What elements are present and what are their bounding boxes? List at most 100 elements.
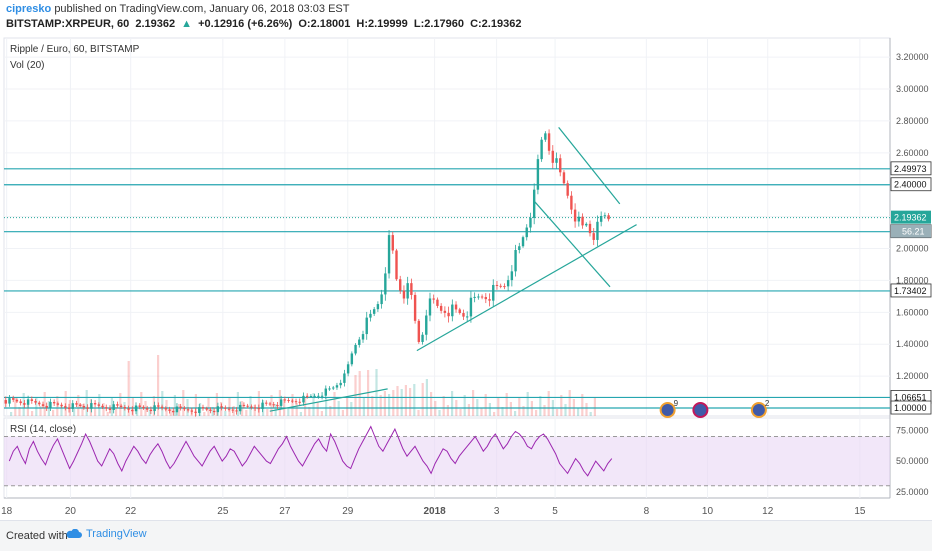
volume-bar	[413, 384, 416, 416]
candle-body	[514, 250, 517, 272]
candle-body	[376, 304, 380, 310]
candle-body	[60, 404, 63, 407]
level-label-box	[890, 177, 932, 192]
volume-bar	[325, 397, 328, 416]
candle-body	[313, 395, 316, 397]
volume-bar	[299, 412, 302, 416]
volume-bar	[127, 361, 130, 416]
volume-bar	[232, 406, 235, 416]
x-tick-label: 25	[217, 506, 229, 517]
candle-body	[454, 304, 458, 310]
candle-body	[399, 279, 402, 291]
candle-body	[607, 215, 610, 220]
volume-bar	[442, 396, 445, 416]
volume-bar	[459, 409, 462, 416]
candle-body	[67, 407, 71, 409]
candle-body	[428, 298, 432, 316]
volume-bar	[484, 394, 487, 416]
volume-bar	[438, 410, 441, 416]
volume-bar	[194, 394, 197, 416]
event-icon	[692, 402, 709, 418]
candle-body	[235, 410, 238, 412]
volume-bar	[547, 391, 550, 416]
volume-bar	[182, 390, 185, 416]
volume-bar	[543, 405, 546, 416]
volume-bar	[568, 390, 571, 416]
volume-bar	[81, 404, 84, 416]
volume-bar	[396, 386, 399, 416]
level-label-box	[890, 400, 932, 415]
volume-bar	[10, 412, 13, 416]
y-tick-label: 3.00000	[896, 84, 929, 94]
candle-body	[529, 217, 532, 228]
candle-body	[242, 404, 246, 406]
author-link[interactable]: cipresko	[6, 3, 52, 15]
x-tick-label: 22	[125, 506, 137, 517]
candle-body	[544, 133, 547, 140]
candle-body	[19, 401, 22, 404]
candle-body	[172, 410, 175, 413]
volume-bar	[178, 404, 181, 416]
candle-body	[588, 223, 592, 234]
candle-body	[488, 299, 491, 301]
volume-bar	[451, 391, 454, 416]
volume-bar	[358, 371, 361, 416]
candle-body	[384, 273, 387, 295]
volume-bar	[467, 404, 470, 416]
chart-svg[interactable]: 18 20 22 25 27 29 2018 3 5 8 10 12 153.200003.000002…	[0, 32, 932, 520]
y-tick-label: 2.00000	[896, 244, 929, 254]
candle-body	[466, 316, 469, 318]
candle-body	[205, 408, 208, 410]
volume-bar	[245, 410, 248, 416]
volume-bar	[140, 392, 143, 416]
candle-body	[391, 235, 394, 251]
volume-bar	[157, 355, 160, 416]
level-label: 2.40000	[894, 180, 927, 190]
volume-bar	[60, 405, 63, 416]
candle-body	[380, 294, 383, 305]
candle-body	[64, 406, 67, 408]
level-label: 1.06651	[894, 392, 927, 402]
volume-bar	[224, 411, 227, 416]
chart-area[interactable]: 18 20 22 25 27 29 2018 3 5 8 10 12 15 3.20000 3.00000 2…	[0, 32, 932, 525]
candle-body	[354, 344, 357, 354]
x-tick-label: 5	[552, 506, 558, 517]
rsi-pane-title: RSI (14, close)	[10, 424, 76, 435]
volume-bar	[211, 407, 214, 416]
candle-body	[45, 405, 48, 408]
volume-bar	[409, 388, 412, 416]
candle-body	[8, 398, 11, 404]
candle-body	[41, 404, 45, 406]
volume-bar	[392, 390, 395, 416]
candle-body	[86, 407, 89, 409]
volume-bar	[115, 407, 118, 416]
volume-bar	[535, 410, 538, 416]
publish-line: cipresko published on TradingView.com, J…	[6, 3, 349, 15]
candle-body	[34, 400, 37, 403]
volume-bar	[73, 409, 76, 416]
volume-bar	[110, 398, 113, 416]
candle-body	[157, 405, 160, 407]
candle-body	[335, 385, 339, 388]
volume-bar	[518, 397, 521, 416]
candle-body	[160, 406, 164, 409]
x-tick-label: 27	[279, 506, 291, 517]
volume-bar	[539, 396, 542, 416]
candle-body	[26, 399, 30, 405]
candle-body	[395, 250, 398, 280]
volume-bar	[31, 411, 34, 416]
volume-value-label: 56.21	[902, 227, 925, 237]
candle-body	[573, 209, 577, 222]
candle-body	[276, 405, 279, 407]
volume-bar	[589, 412, 592, 416]
candle-body	[570, 195, 573, 210]
candle-body	[97, 404, 101, 406]
tradingview-logo[interactable]: TradingView	[66, 528, 147, 540]
candle-body	[473, 296, 476, 298]
candle-body	[506, 280, 510, 287]
trendline	[269, 388, 388, 412]
rsi-tick-label: 50.0000	[896, 456, 929, 466]
volume-bar	[350, 402, 353, 416]
y-tick-label: 3.20000	[896, 52, 929, 62]
symbol-label[interactable]: BITSTAMP:XRPEUR, 60	[6, 18, 130, 30]
